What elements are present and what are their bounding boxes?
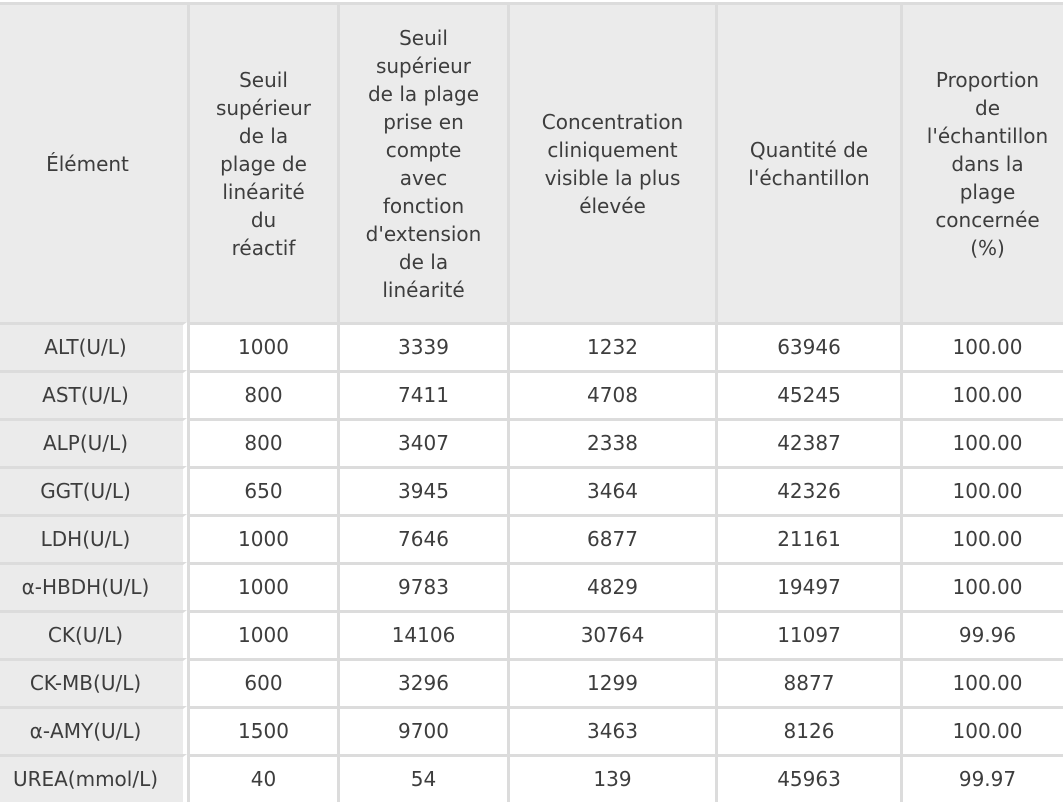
value-cell-extended-linearity-upper-limit: 14106 xyxy=(337,610,507,658)
table-row: ALP(U/L) 800 3407 2338 42387 100.00 xyxy=(0,418,1063,466)
value-cell-extended-linearity-upper-limit: 3339 xyxy=(337,322,507,370)
value-cell-extended-linearity-upper-limit: 7646 xyxy=(337,514,507,562)
value-cell-sample-quantity: 11097 xyxy=(715,610,900,658)
table-row: LDH(U/L) 1000 7646 6877 21161 100.00 xyxy=(0,514,1063,562)
value-cell-highest-clinical-concentration: 1299 xyxy=(507,658,715,706)
table-row: ALT(U/L) 1000 3339 1232 63946 100.00 xyxy=(0,322,1063,370)
element-cell: CK(U/L) xyxy=(0,610,187,658)
header-row: Élément Seuil supérieur de la plage de li… xyxy=(0,2,1063,322)
table-row: GGT(U/L) 650 3945 3464 42326 100.00 xyxy=(0,466,1063,514)
value-cell-sample-quantity: 8126 xyxy=(715,706,900,754)
value-cell-proportion-in-range: 100.00 xyxy=(900,514,1063,562)
value-cell-sample-quantity: 19497 xyxy=(715,562,900,610)
value-cell-reagent-linearity-upper-limit: 1000 xyxy=(187,514,337,562)
value-cell-sample-quantity: 45245 xyxy=(715,370,900,418)
value-cell-reagent-linearity-upper-limit: 1000 xyxy=(187,562,337,610)
value-cell-reagent-linearity-upper-limit: 1500 xyxy=(187,706,337,754)
column-header-extended-linearity-upper-limit: Seuil supérieur de la plage prise en com… xyxy=(337,2,507,322)
value-cell-proportion-in-range: 100.00 xyxy=(900,706,1063,754)
value-cell-proportion-in-range: 99.97 xyxy=(900,754,1063,802)
value-cell-highest-clinical-concentration: 4829 xyxy=(507,562,715,610)
value-cell-highest-clinical-concentration: 139 xyxy=(507,754,715,802)
element-cell: ALP(U/L) xyxy=(0,418,187,466)
element-cell: UREA(mmol/L) xyxy=(0,754,187,802)
element-cell: α-HBDH(U/L) xyxy=(0,562,187,610)
value-cell-extended-linearity-upper-limit: 7411 xyxy=(337,370,507,418)
value-cell-extended-linearity-upper-limit: 9783 xyxy=(337,562,507,610)
value-cell-reagent-linearity-upper-limit: 40 xyxy=(187,754,337,802)
value-cell-sample-quantity: 45963 xyxy=(715,754,900,802)
column-header-element: Élément xyxy=(0,2,187,322)
value-cell-highest-clinical-concentration: 6877 xyxy=(507,514,715,562)
value-cell-reagent-linearity-upper-limit: 800 xyxy=(187,418,337,466)
value-cell-reagent-linearity-upper-limit: 1000 xyxy=(187,610,337,658)
value-cell-sample-quantity: 63946 xyxy=(715,322,900,370)
value-cell-extended-linearity-upper-limit: 3296 xyxy=(337,658,507,706)
column-header-highest-clinical-concentration: Concentration cliniquement visible la pl… xyxy=(507,2,715,322)
table-row: α-AMY(U/L) 1500 9700 3463 8126 100.00 xyxy=(0,706,1063,754)
value-cell-reagent-linearity-upper-limit: 800 xyxy=(187,370,337,418)
table-body: ALT(U/L) 1000 3339 1232 63946 100.00 AST(U/L) 8… xyxy=(0,322,1063,802)
value-cell-sample-quantity: 42326 xyxy=(715,466,900,514)
value-cell-proportion-in-range: 100.00 xyxy=(900,418,1063,466)
value-cell-proportion-in-range: 100.00 xyxy=(900,370,1063,418)
element-cell: GGT(U/L) xyxy=(0,466,187,514)
value-cell-reagent-linearity-upper-limit: 1000 xyxy=(187,322,337,370)
value-cell-reagent-linearity-upper-limit: 600 xyxy=(187,658,337,706)
value-cell-highest-clinical-concentration: 30764 xyxy=(507,610,715,658)
value-cell-proportion-in-range: 100.00 xyxy=(900,322,1063,370)
value-cell-proportion-in-range: 100.00 xyxy=(900,562,1063,610)
value-cell-sample-quantity: 8877 xyxy=(715,658,900,706)
value-cell-extended-linearity-upper-limit: 3945 xyxy=(337,466,507,514)
value-cell-highest-clinical-concentration: 3464 xyxy=(507,466,715,514)
value-cell-highest-clinical-concentration: 4708 xyxy=(507,370,715,418)
element-cell: ALT(U/L) xyxy=(0,322,187,370)
table-row: AST(U/L) 800 7411 4708 45245 100.00 xyxy=(0,370,1063,418)
value-cell-proportion-in-range: 100.00 xyxy=(900,466,1063,514)
table-row: UREA(mmol/L) 40 54 139 45963 99.97 xyxy=(0,754,1063,802)
element-cell: CK-MB(U/L) xyxy=(0,658,187,706)
table-row: CK-MB(U/L) 600 3296 1299 8877 100.00 xyxy=(0,658,1063,706)
value-cell-extended-linearity-upper-limit: 3407 xyxy=(337,418,507,466)
value-cell-extended-linearity-upper-limit: 54 xyxy=(337,754,507,802)
element-cell: LDH(U/L) xyxy=(0,514,187,562)
column-header-reagent-linearity-upper-limit: Seuil supérieur de la plage de linéarité… xyxy=(187,2,337,322)
value-cell-reagent-linearity-upper-limit: 650 xyxy=(187,466,337,514)
value-cell-extended-linearity-upper-limit: 9700 xyxy=(337,706,507,754)
value-cell-highest-clinical-concentration: 3463 xyxy=(507,706,715,754)
value-cell-highest-clinical-concentration: 2338 xyxy=(507,418,715,466)
value-cell-highest-clinical-concentration: 1232 xyxy=(507,322,715,370)
element-cell: AST(U/L) xyxy=(0,370,187,418)
column-header-sample-quantity: Quantité de l'échantillon xyxy=(715,2,900,322)
table-row: CK(U/L) 1000 14106 30764 11097 99.96 xyxy=(0,610,1063,658)
element-cell: α-AMY(U/L) xyxy=(0,706,187,754)
value-cell-proportion-in-range: 99.96 xyxy=(900,610,1063,658)
value-cell-proportion-in-range: 100.00 xyxy=(900,658,1063,706)
table-row: α-HBDH(U/L) 1000 9783 4829 19497 100.00 xyxy=(0,562,1063,610)
value-cell-sample-quantity: 42387 xyxy=(715,418,900,466)
column-header-proportion-in-range: Proportion de l'échantillon dans la plag… xyxy=(900,2,1063,322)
value-cell-sample-quantity: 21161 xyxy=(715,514,900,562)
